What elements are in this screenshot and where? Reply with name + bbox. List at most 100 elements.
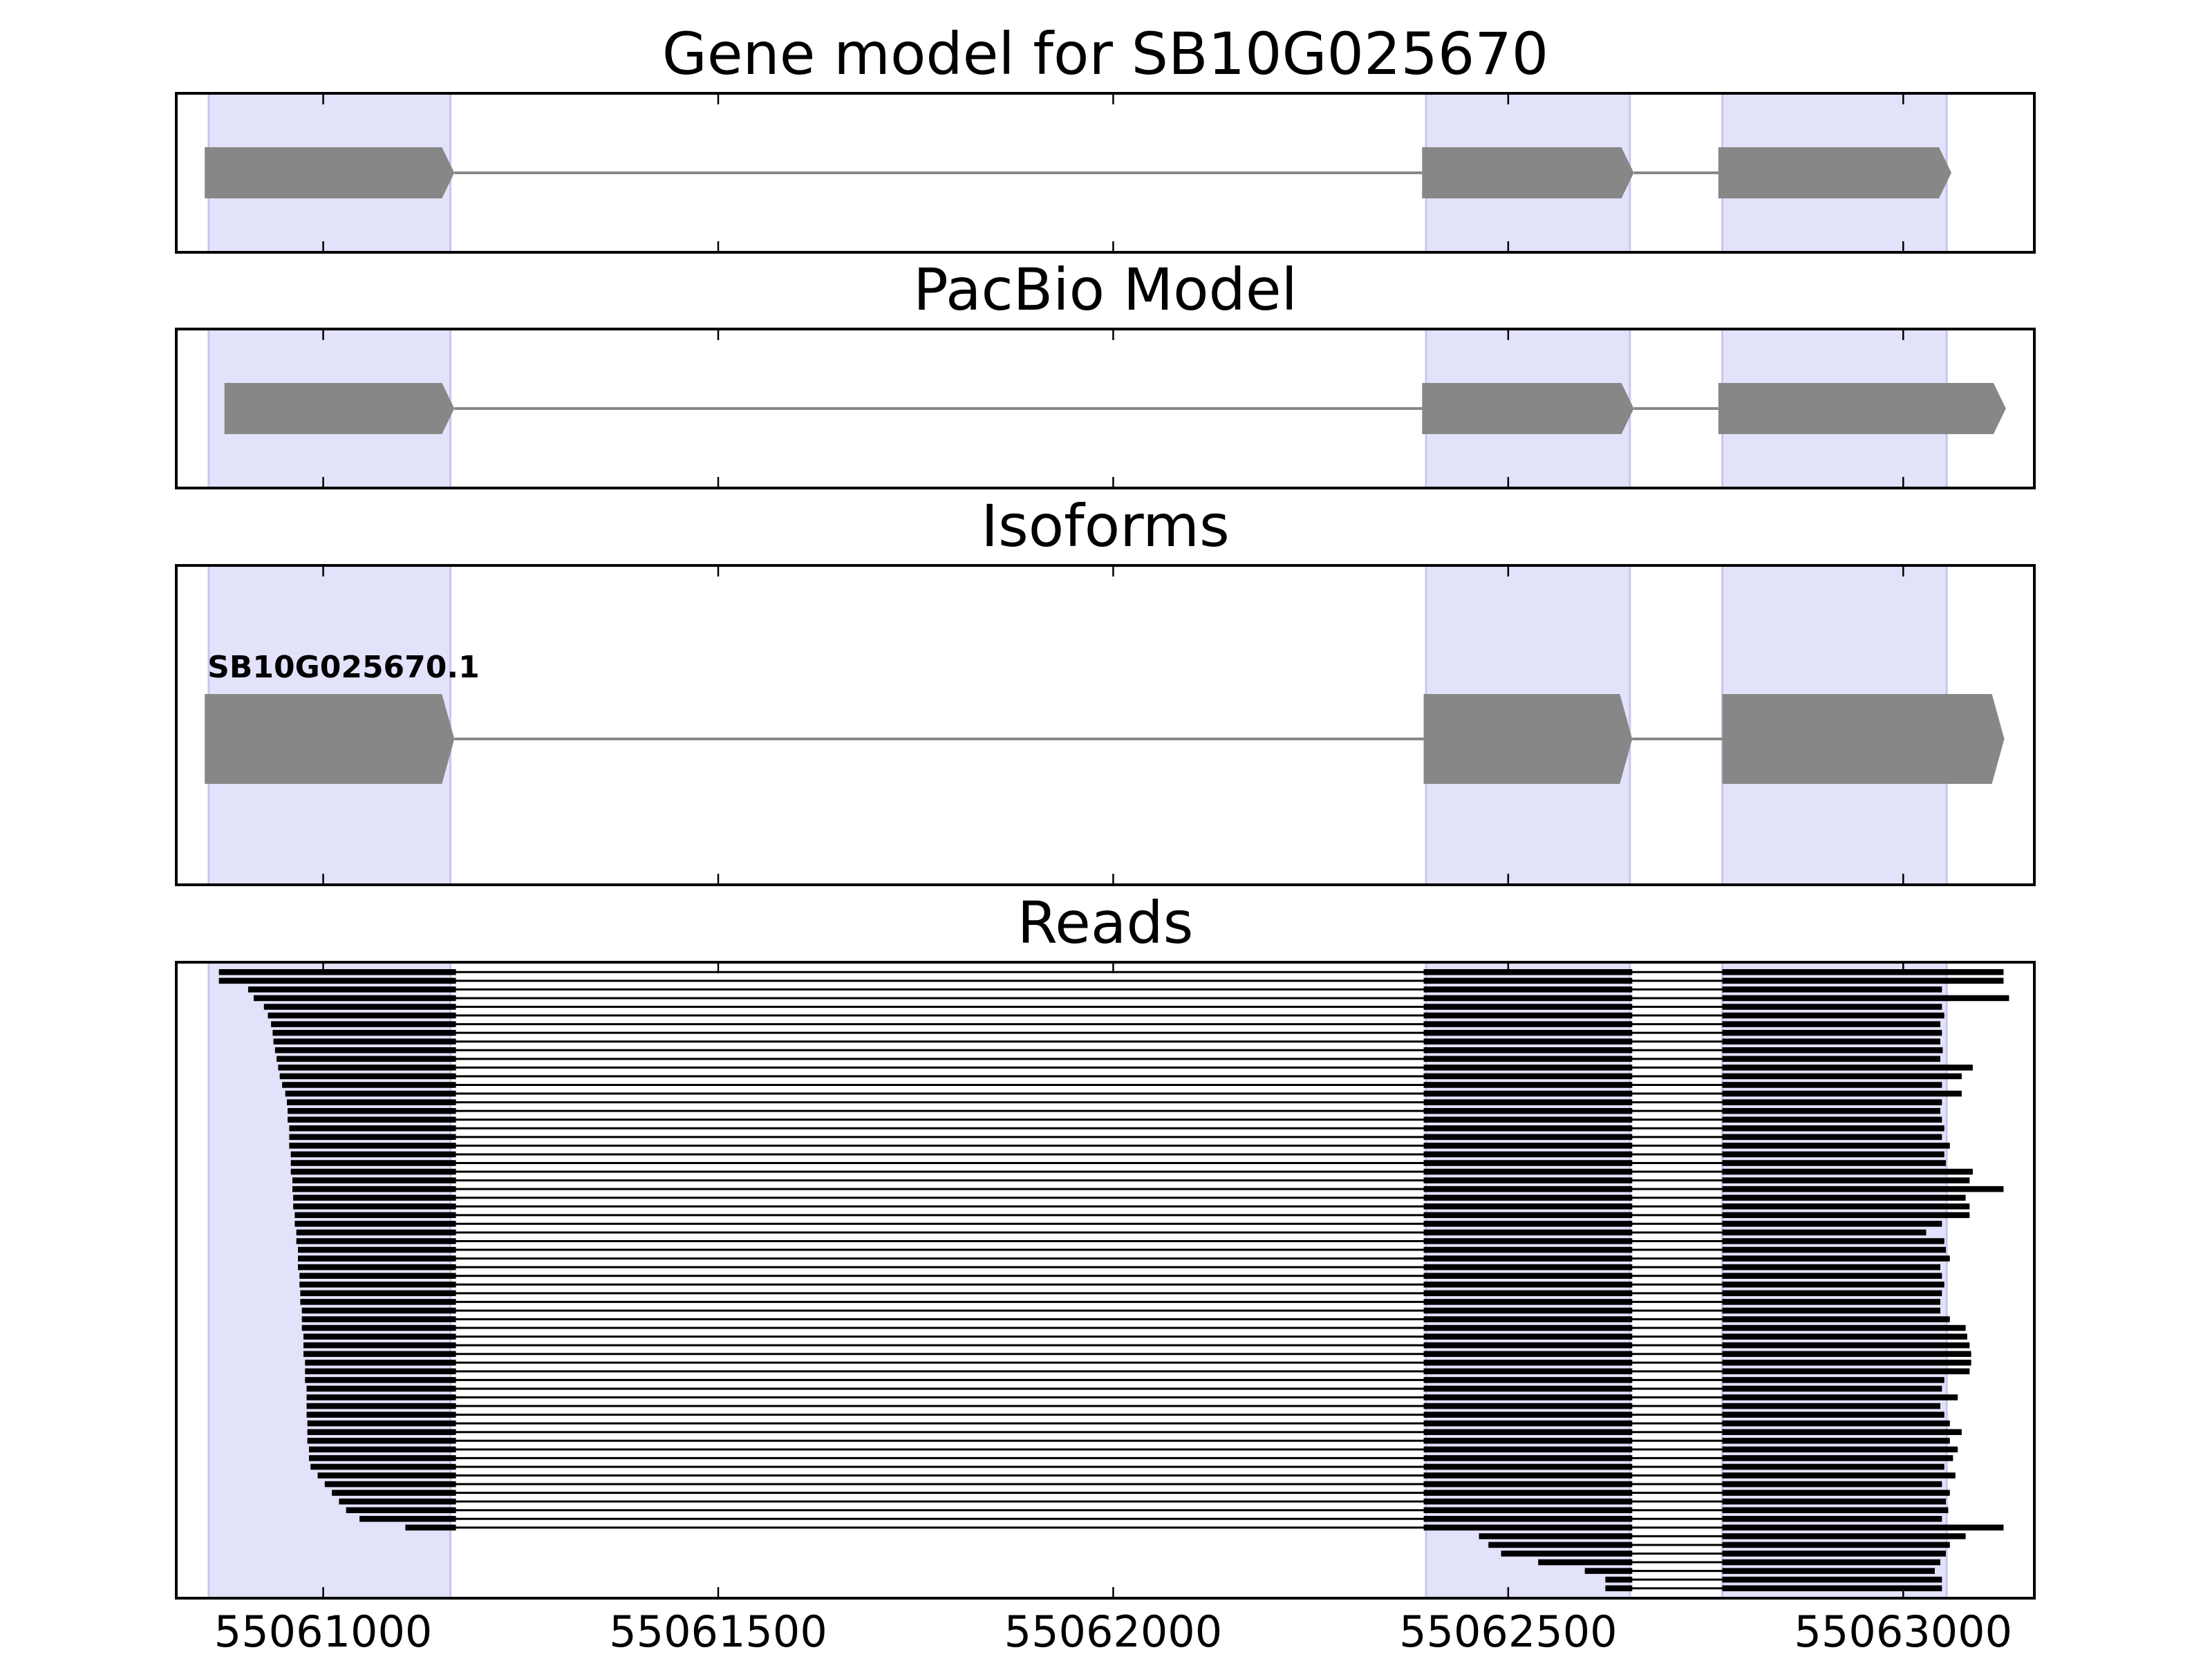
read-block [1722,1073,1962,1080]
read-block [1423,1524,1633,1531]
read-block [1722,1360,1971,1366]
read-block [1722,1065,1973,1071]
read-block [301,1307,456,1314]
read-block [1501,1550,1633,1557]
exon [205,694,455,784]
read-block [1722,1151,1944,1158]
read-block [1722,1238,1944,1244]
read-block [1722,969,2004,975]
read-block [1722,1168,1973,1175]
read-block [298,1264,456,1271]
read-block [301,1324,456,1331]
read-block [254,995,456,1002]
read-block [290,1168,456,1175]
read-block [1722,1203,1970,1210]
read-block [1722,1507,1949,1513]
read-block [299,1282,456,1288]
read-block [1722,1185,2004,1192]
read-block [1722,1307,1940,1314]
read-block [1423,1333,1633,1340]
read-block [1423,1056,1633,1062]
panel-title: PacBio Model [913,256,1297,324]
exon [1718,147,1951,198]
read-block [1423,1143,1633,1149]
read-block [293,1194,456,1201]
read-block [332,1490,456,1496]
read-block [1722,1107,1940,1114]
read-block [1423,1194,1633,1201]
read-block [1722,995,2009,1002]
x-tick-label: 55061000 [214,1606,433,1657]
read-block [271,1021,456,1027]
exon [1423,694,1633,784]
read-block [346,1507,456,1513]
read-block [290,1160,456,1166]
read-block [296,1238,456,1244]
read-block [1722,1585,1942,1591]
read-block [1423,1021,1633,1027]
panel-frame [175,92,2036,254]
read-block [1722,1568,1935,1574]
read-block [298,1246,456,1253]
read-block [1423,1385,1633,1392]
read-block [309,1446,456,1453]
read-block [268,1012,456,1019]
read-block [306,1403,456,1409]
read-block [405,1524,456,1531]
x-tick-label: 55062000 [1004,1606,1223,1657]
read-block [1722,1368,1970,1375]
read-block [272,1029,456,1036]
exon [224,383,455,434]
read-block [1423,1490,1633,1496]
read-block [324,1481,456,1488]
read-block [294,1212,456,1219]
exon [1722,694,2005,784]
read-block [289,1125,456,1132]
read-block [1423,1246,1633,1253]
read-block [300,1290,456,1297]
read-block [1423,1065,1633,1071]
read-block [279,1073,456,1080]
read-block [359,1516,456,1522]
read-block [1423,1516,1633,1522]
read-block [1423,1168,1633,1175]
read-block [1722,1490,1950,1496]
read-block [1423,1116,1633,1123]
read-block [1722,1264,1940,1271]
read-block [306,1385,456,1392]
read-block [317,1472,456,1479]
read-block [1423,1307,1633,1314]
read-block [1423,1160,1633,1166]
read-block [1423,1099,1633,1105]
read-block [1722,1229,1927,1236]
read-block [1722,1524,2004,1531]
read-block [303,1342,456,1349]
read-block [1722,977,2004,984]
read-block [1722,1403,1940,1409]
read-block [300,1299,456,1305]
read-block [1423,1090,1633,1097]
read-block [290,1151,456,1158]
read-block [1722,1394,1958,1400]
read-block [299,1273,456,1279]
read-block [292,1177,456,1183]
read-block [301,1316,456,1322]
read-block [1722,1090,1962,1097]
read-block [1722,1212,1970,1219]
read-block [1423,1463,1633,1470]
exon [1422,147,1634,198]
panel-title: Gene model for SB10G025670 [662,20,1548,88]
read-block [1423,1282,1633,1288]
panel-frame [175,328,2036,489]
read-block [1722,1143,1950,1149]
read-block [1722,1116,1942,1123]
read-block [1423,1429,1633,1435]
read-block [278,1065,456,1071]
read-block [307,1438,456,1444]
read-block [1479,1533,1633,1539]
read-block [1722,1533,1966,1539]
read-block [309,1455,456,1461]
read-block [294,1221,456,1227]
read-block [1722,1324,1966,1331]
read-block [1722,1463,1944,1470]
